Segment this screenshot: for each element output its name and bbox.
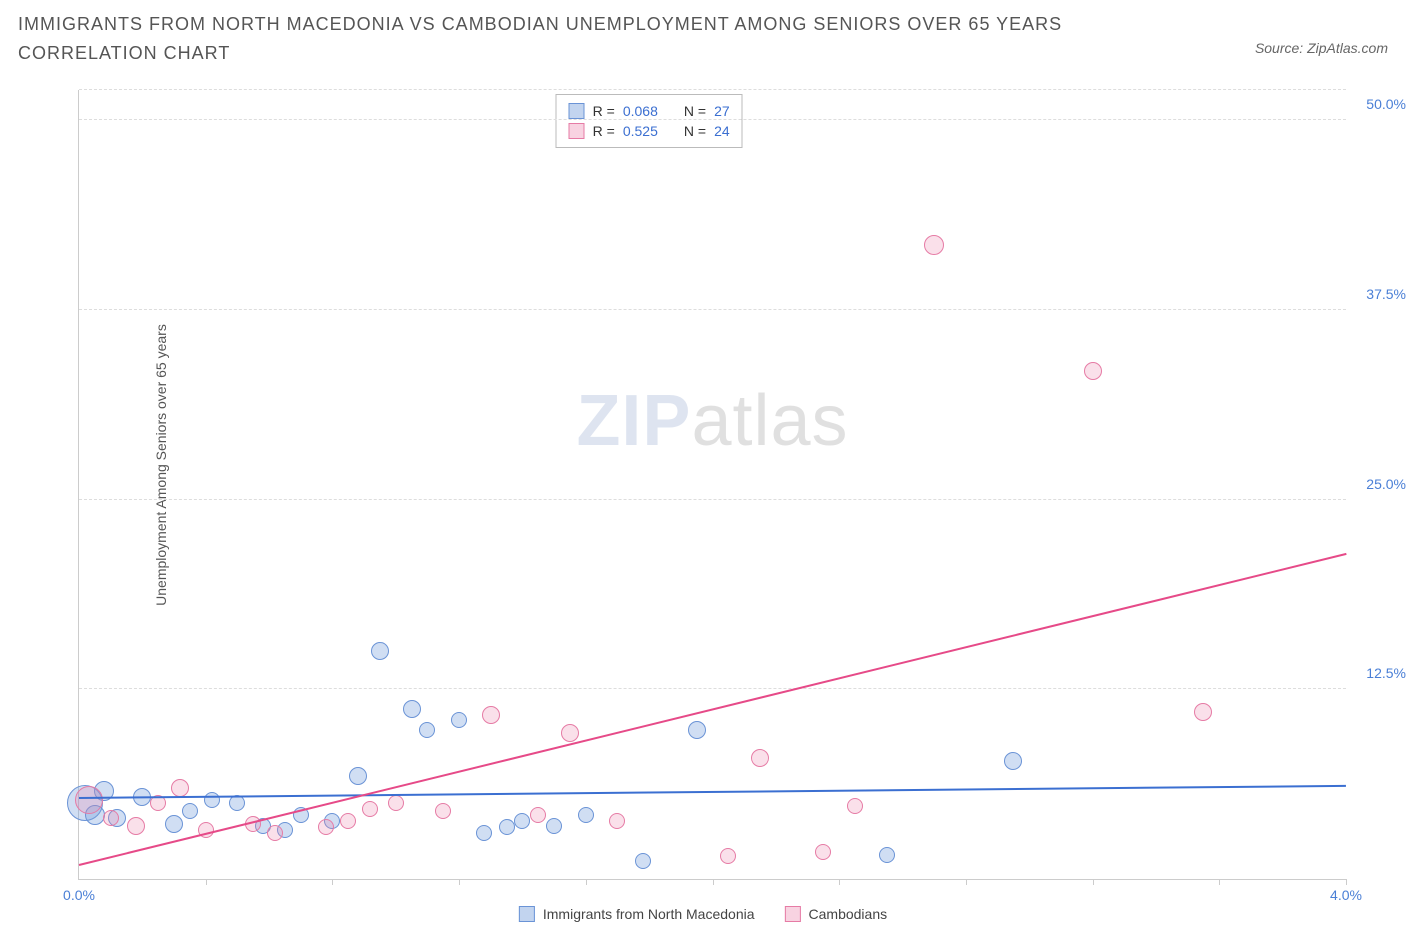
legend-swatch [569,103,585,119]
gridline [79,688,1346,689]
data-point [75,786,103,814]
legend-label: Cambodians [809,906,888,922]
data-point [127,817,145,835]
data-point [578,807,594,823]
gridline [79,89,1346,90]
x-tick-label: 0.0% [63,887,95,903]
n-value: 27 [714,103,730,119]
legend-stat-row: R = 0.068 N = 27 [569,101,730,121]
data-point [476,825,492,841]
legend-item: Cambodians [785,906,888,922]
data-point [1084,362,1102,380]
watermark: ZIPatlas [576,380,848,462]
legend-stat-row: R = 0.525 N = 24 [569,121,730,141]
x-tick [1219,879,1220,885]
data-point [165,815,183,833]
gridline [79,499,1346,500]
data-point [171,779,189,797]
data-point [1004,752,1022,770]
data-point [924,235,944,255]
r-value: 0.525 [623,123,658,139]
legend-stats: R = 0.068 N = 27 R = 0.525 N = 24 [556,94,743,148]
legend-swatch [519,906,535,922]
chart-title: IMMIGRANTS FROM NORTH MACEDONIA VS CAMBO… [18,10,1118,68]
r-label: R = [593,103,615,119]
data-point [340,813,356,829]
x-tick [459,879,460,885]
legend-swatch [785,906,801,922]
n-value: 24 [714,123,730,139]
x-tick [1093,879,1094,885]
x-tick-label: 4.0% [1330,887,1362,903]
y-tick-label: 25.0% [1366,476,1406,492]
data-point [688,721,706,739]
data-point [499,819,515,835]
data-point [103,810,119,826]
x-tick [332,879,333,885]
data-point [349,767,367,785]
data-point [267,825,283,841]
data-point [182,803,198,819]
x-tick [586,879,587,885]
trend-line [79,785,1346,799]
data-point [482,706,500,724]
legend-item: Immigrants from North Macedonia [519,906,755,922]
data-point [403,700,421,718]
trend-line [79,553,1346,866]
x-tick [206,879,207,885]
n-label: N = [684,123,706,139]
y-tick-label: 37.5% [1366,286,1406,302]
y-tick-label: 50.0% [1366,96,1406,112]
data-point [720,848,736,864]
data-point [371,642,389,660]
data-point [362,801,378,817]
legend-series: Immigrants from North Macedonia Cambodian… [519,906,887,922]
y-tick-label: 12.5% [1366,665,1406,681]
data-point [1194,703,1212,721]
data-point [514,813,530,829]
data-point [546,818,562,834]
data-point [388,795,404,811]
data-point [561,724,579,742]
data-point [530,807,546,823]
x-tick [1346,879,1347,885]
data-point [635,853,651,869]
r-label: R = [593,123,615,139]
x-tick [966,879,967,885]
data-point [815,844,831,860]
data-point [204,792,220,808]
data-point [847,798,863,814]
legend-swatch [569,123,585,139]
data-point [751,749,769,767]
scatter-plot: ZIPatlas R =0.068N =27R =0.525N =24 12.5… [78,90,1346,880]
x-tick [713,879,714,885]
data-point [451,712,467,728]
gridline [79,309,1346,310]
r-value: 0.068 [623,103,658,119]
gridline [79,119,1346,120]
source-attribution: Source: ZipAtlas.com [1255,40,1388,56]
data-point [318,819,334,835]
data-point [609,813,625,829]
data-point [419,722,435,738]
legend-label: Immigrants from North Macedonia [543,906,755,922]
data-point [879,847,895,863]
n-label: N = [684,103,706,119]
data-point [435,803,451,819]
x-tick [839,879,840,885]
